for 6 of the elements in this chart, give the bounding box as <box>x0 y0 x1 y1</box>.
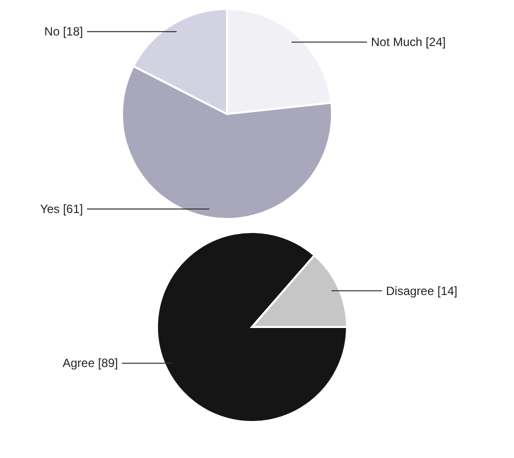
slice-label: No [18] <box>44 24 83 39</box>
slice-label: Not Much [24] <box>371 35 446 50</box>
slice-label: Yes [61] <box>40 202 83 216</box>
slice-label: Agree [89] <box>62 356 118 370</box>
pie-slice <box>156 231 348 423</box>
slice-label: Disagree [14] <box>386 284 458 298</box>
